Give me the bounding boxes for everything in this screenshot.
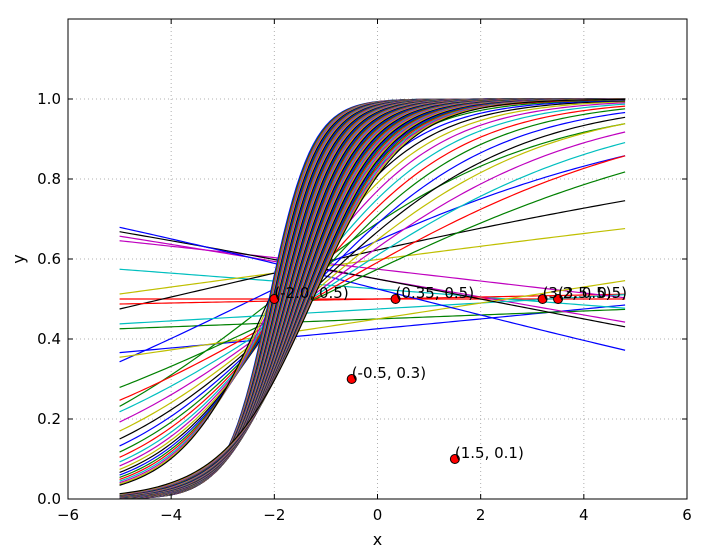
series-line [119, 116, 626, 440]
point-annotation: (0.35, 0.5) [396, 284, 475, 302]
x-axis-label: x [373, 530, 382, 549]
y-tick-label: 1.0 [37, 90, 61, 108]
y-tick-label: 0.4 [37, 330, 61, 348]
series-line [119, 280, 626, 358]
x-tick-label: −6 [57, 506, 79, 524]
data-point [390, 294, 401, 304]
series-line [119, 98, 626, 495]
y-tick-label: 0.0 [37, 490, 61, 508]
point-annotation: (1.5, 0.1) [455, 444, 524, 462]
point-annotation: (-0.5, 0.3) [352, 364, 426, 382]
point-annotation: (3.2, 0.5) [543, 284, 612, 302]
x-tick-label: 2 [476, 506, 486, 524]
series-line [119, 155, 626, 401]
point-annotation: (-2.0, 0.5) [274, 284, 348, 302]
series-line [119, 142, 626, 413]
data-points [269, 294, 564, 464]
series-line [119, 227, 626, 295]
series-line [119, 123, 626, 432]
series-line [119, 105, 626, 458]
data-point [553, 294, 564, 304]
series-line [119, 226, 626, 351]
annotations: (-2.0, 0.5) (0.35, 0.5) (3.2, 0.5)(3.5, 0.… [274, 284, 627, 462]
point-annotation: (3.5, 0.5) [558, 284, 627, 302]
y-tick-label: 0.6 [37, 250, 61, 268]
data-point [346, 374, 357, 384]
x-tick-label: 0 [373, 506, 383, 524]
series-line [119, 108, 626, 453]
y-tick-label: 0.2 [37, 410, 61, 428]
x-tick-label: 4 [579, 506, 589, 524]
series-line [119, 103, 626, 463]
series-line [119, 155, 626, 363]
y-axis-label: y [9, 254, 28, 263]
series-line [119, 101, 626, 470]
data-point [449, 454, 460, 464]
series-line [119, 240, 626, 299]
x-tick-label: −4 [160, 506, 182, 524]
curves [119, 98, 626, 500]
series-line [119, 131, 626, 423]
data-point [269, 294, 280, 304]
series-line [119, 102, 626, 467]
y-axis-ticks: 0.0 0.2 0.4 0.6 0.8 1.0 [37, 90, 687, 508]
data-point [537, 294, 548, 304]
x-tick-label: −2 [263, 506, 285, 524]
series-line [119, 111, 626, 447]
series-line [119, 171, 626, 389]
x-tick-label: 6 [682, 506, 692, 524]
x-axis-ticks: −6 −4 −2 0 2 4 6 [57, 19, 692, 524]
y-tick-label: 0.8 [37, 170, 61, 188]
